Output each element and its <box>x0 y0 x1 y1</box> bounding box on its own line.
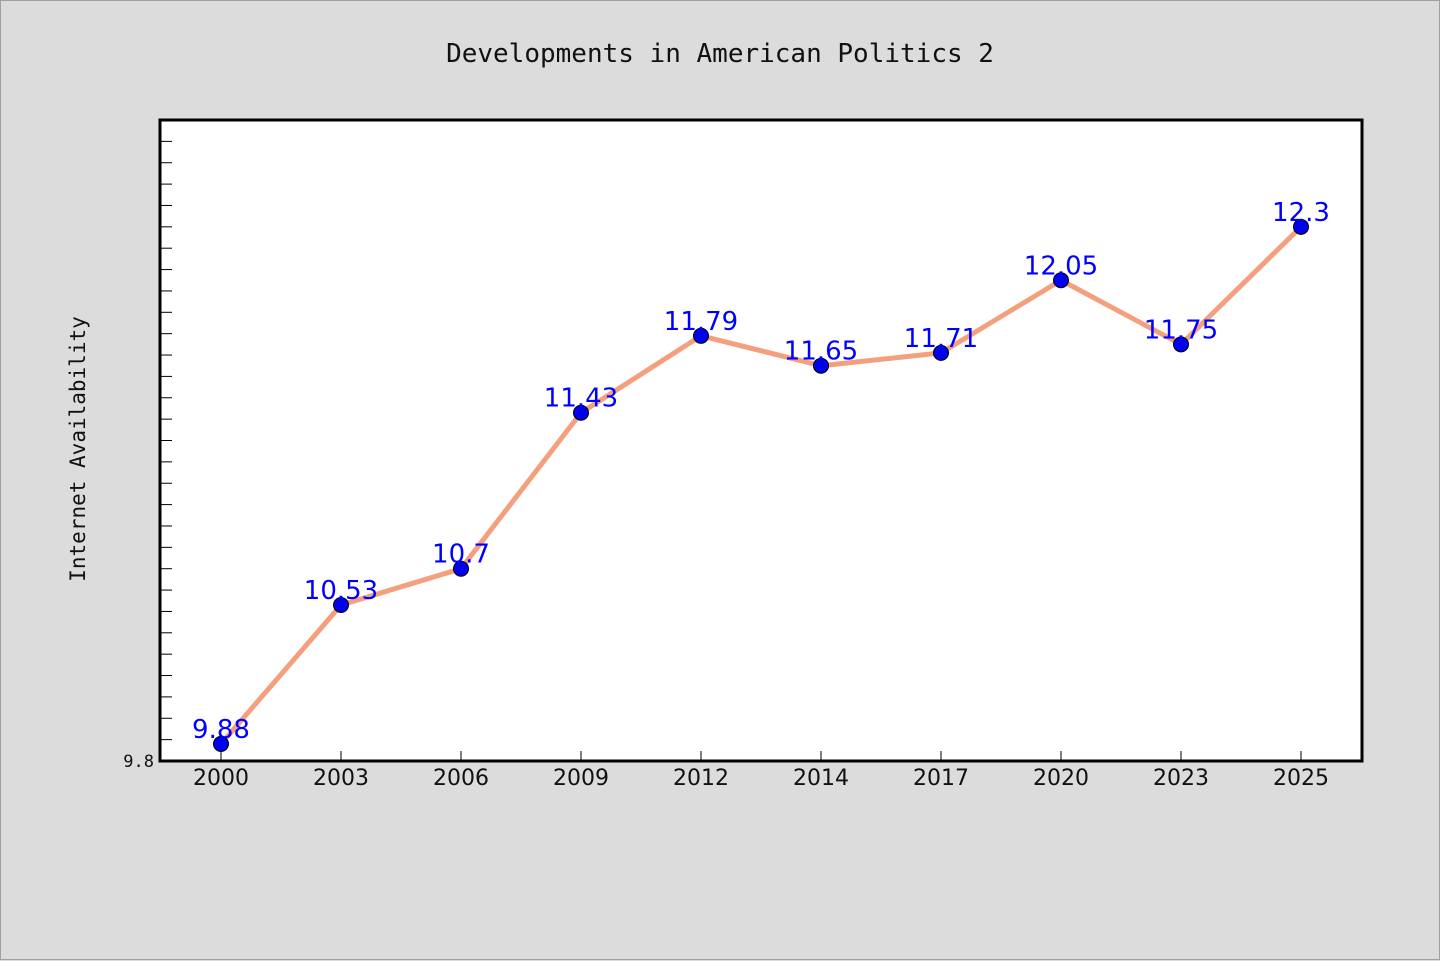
data-label: 11.65 <box>784 337 858 367</box>
data-label: 9.88 <box>192 715 250 745</box>
data-point <box>933 344 949 361</box>
x-axis-ticks: 2000 2003 2006 2009 2012 2014 2017 2020 2023 2025 <box>193 751 1329 791</box>
data-point <box>1293 218 1309 235</box>
plot-area <box>158 118 1364 763</box>
x-tick-label: 2009 <box>553 766 609 791</box>
x-tick-label: 2000 <box>193 766 249 791</box>
data-point <box>693 327 709 344</box>
data-label: 12.05 <box>1024 251 1098 281</box>
data-label: 11.79 <box>664 307 738 337</box>
x-tick-label: 2025 <box>1273 766 1329 791</box>
data-point <box>453 560 469 577</box>
x-tick-label: 2003 <box>313 766 369 791</box>
data-point <box>333 597 349 614</box>
data-point <box>213 735 229 752</box>
data-point <box>1173 336 1189 353</box>
series-line-group <box>213 218 1309 752</box>
data-point <box>573 404 589 421</box>
data-label: 12.3 <box>1272 198 1330 228</box>
x-tick-label: 2012 <box>673 766 729 791</box>
data-labels-group: 9.88 10.53 10.7 11.43 11.79 11.65 11.71 12.05 11… <box>192 198 1330 745</box>
data-label: 10.7 <box>432 540 490 570</box>
data-label: 11.75 <box>1144 315 1218 345</box>
x-tick-label: 2006 <box>433 766 489 791</box>
chart-title: Developments in American Politics 2 <box>446 39 994 69</box>
data-label: 11.43 <box>544 384 618 414</box>
x-tick-label: 2023 <box>1153 766 1209 791</box>
data-label: 10.53 <box>304 576 378 606</box>
x-tick-label: 2017 <box>913 766 969 791</box>
data-point <box>813 357 829 374</box>
y-tick-label: 9.8 <box>123 752 154 772</box>
x-tick-label: 2020 <box>1033 766 1089 791</box>
y-axis-label: Internet Availability <box>66 316 90 582</box>
y-axis-ticks: 9.8 <box>123 119 172 772</box>
data-label: 11.71 <box>904 324 978 354</box>
x-tick-label: 2014 <box>793 766 849 791</box>
series-line <box>219 225 1303 746</box>
data-point <box>1053 272 1069 289</box>
